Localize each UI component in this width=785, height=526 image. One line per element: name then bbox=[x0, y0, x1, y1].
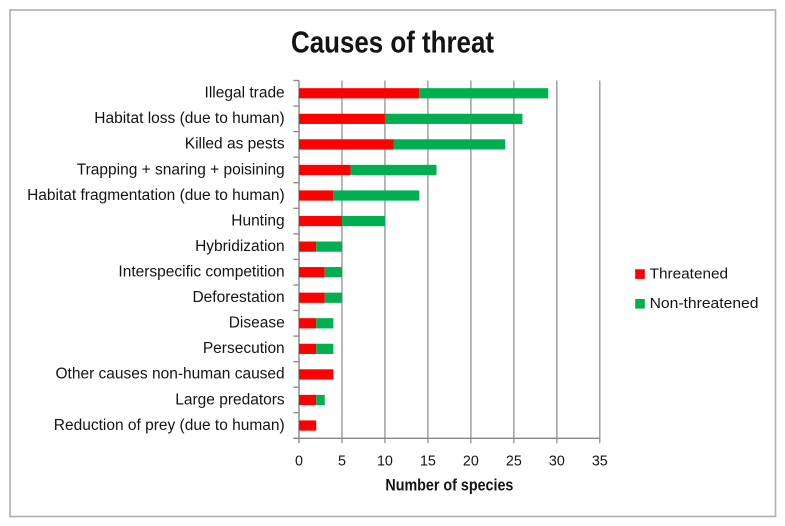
svg-text:Illegal trade: Illegal trade bbox=[205, 85, 285, 102]
svg-text:30: 30 bbox=[549, 453, 565, 469]
svg-text:25: 25 bbox=[506, 453, 522, 469]
svg-text:Number of species: Number of species bbox=[385, 477, 513, 495]
svg-text:Habitat fragmentation (due to: Habitat fragmentation (due to human) bbox=[27, 187, 285, 204]
svg-text:Causes of threat: Causes of threat bbox=[291, 25, 494, 59]
svg-text:Trapping + snaring + poisining: Trapping + snaring + poisining bbox=[77, 161, 285, 178]
svg-text:Threatened: Threatened bbox=[650, 265, 729, 282]
svg-text:Interspecific competition: Interspecific competition bbox=[118, 263, 284, 280]
svg-text:Disease: Disease bbox=[229, 315, 285, 332]
svg-text:Persecution: Persecution bbox=[203, 340, 285, 357]
svg-text:10: 10 bbox=[377, 453, 393, 469]
svg-text:Deforestation: Deforestation bbox=[192, 289, 284, 306]
svg-text:0: 0 bbox=[295, 453, 303, 469]
svg-text:Hybridization: Hybridization bbox=[195, 238, 285, 255]
svg-text:5: 5 bbox=[338, 453, 346, 469]
svg-text:Habitat loss (due to human): Habitat loss (due to human) bbox=[94, 110, 284, 127]
svg-text:Large predators: Large predators bbox=[175, 391, 285, 408]
svg-text:Killed as pests: Killed as pests bbox=[185, 136, 285, 153]
svg-text:35: 35 bbox=[592, 453, 608, 469]
svg-text:15: 15 bbox=[420, 453, 436, 469]
svg-text:Hunting: Hunting bbox=[231, 212, 284, 229]
svg-text:Other causes non-human caused: Other causes non-human caused bbox=[55, 366, 284, 383]
svg-text:20: 20 bbox=[463, 453, 479, 469]
svg-text:Non-threatened: Non-threatened bbox=[650, 295, 759, 312]
svg-text:Reduction of prey (due to huma: Reduction of prey (due to human) bbox=[54, 417, 285, 434]
